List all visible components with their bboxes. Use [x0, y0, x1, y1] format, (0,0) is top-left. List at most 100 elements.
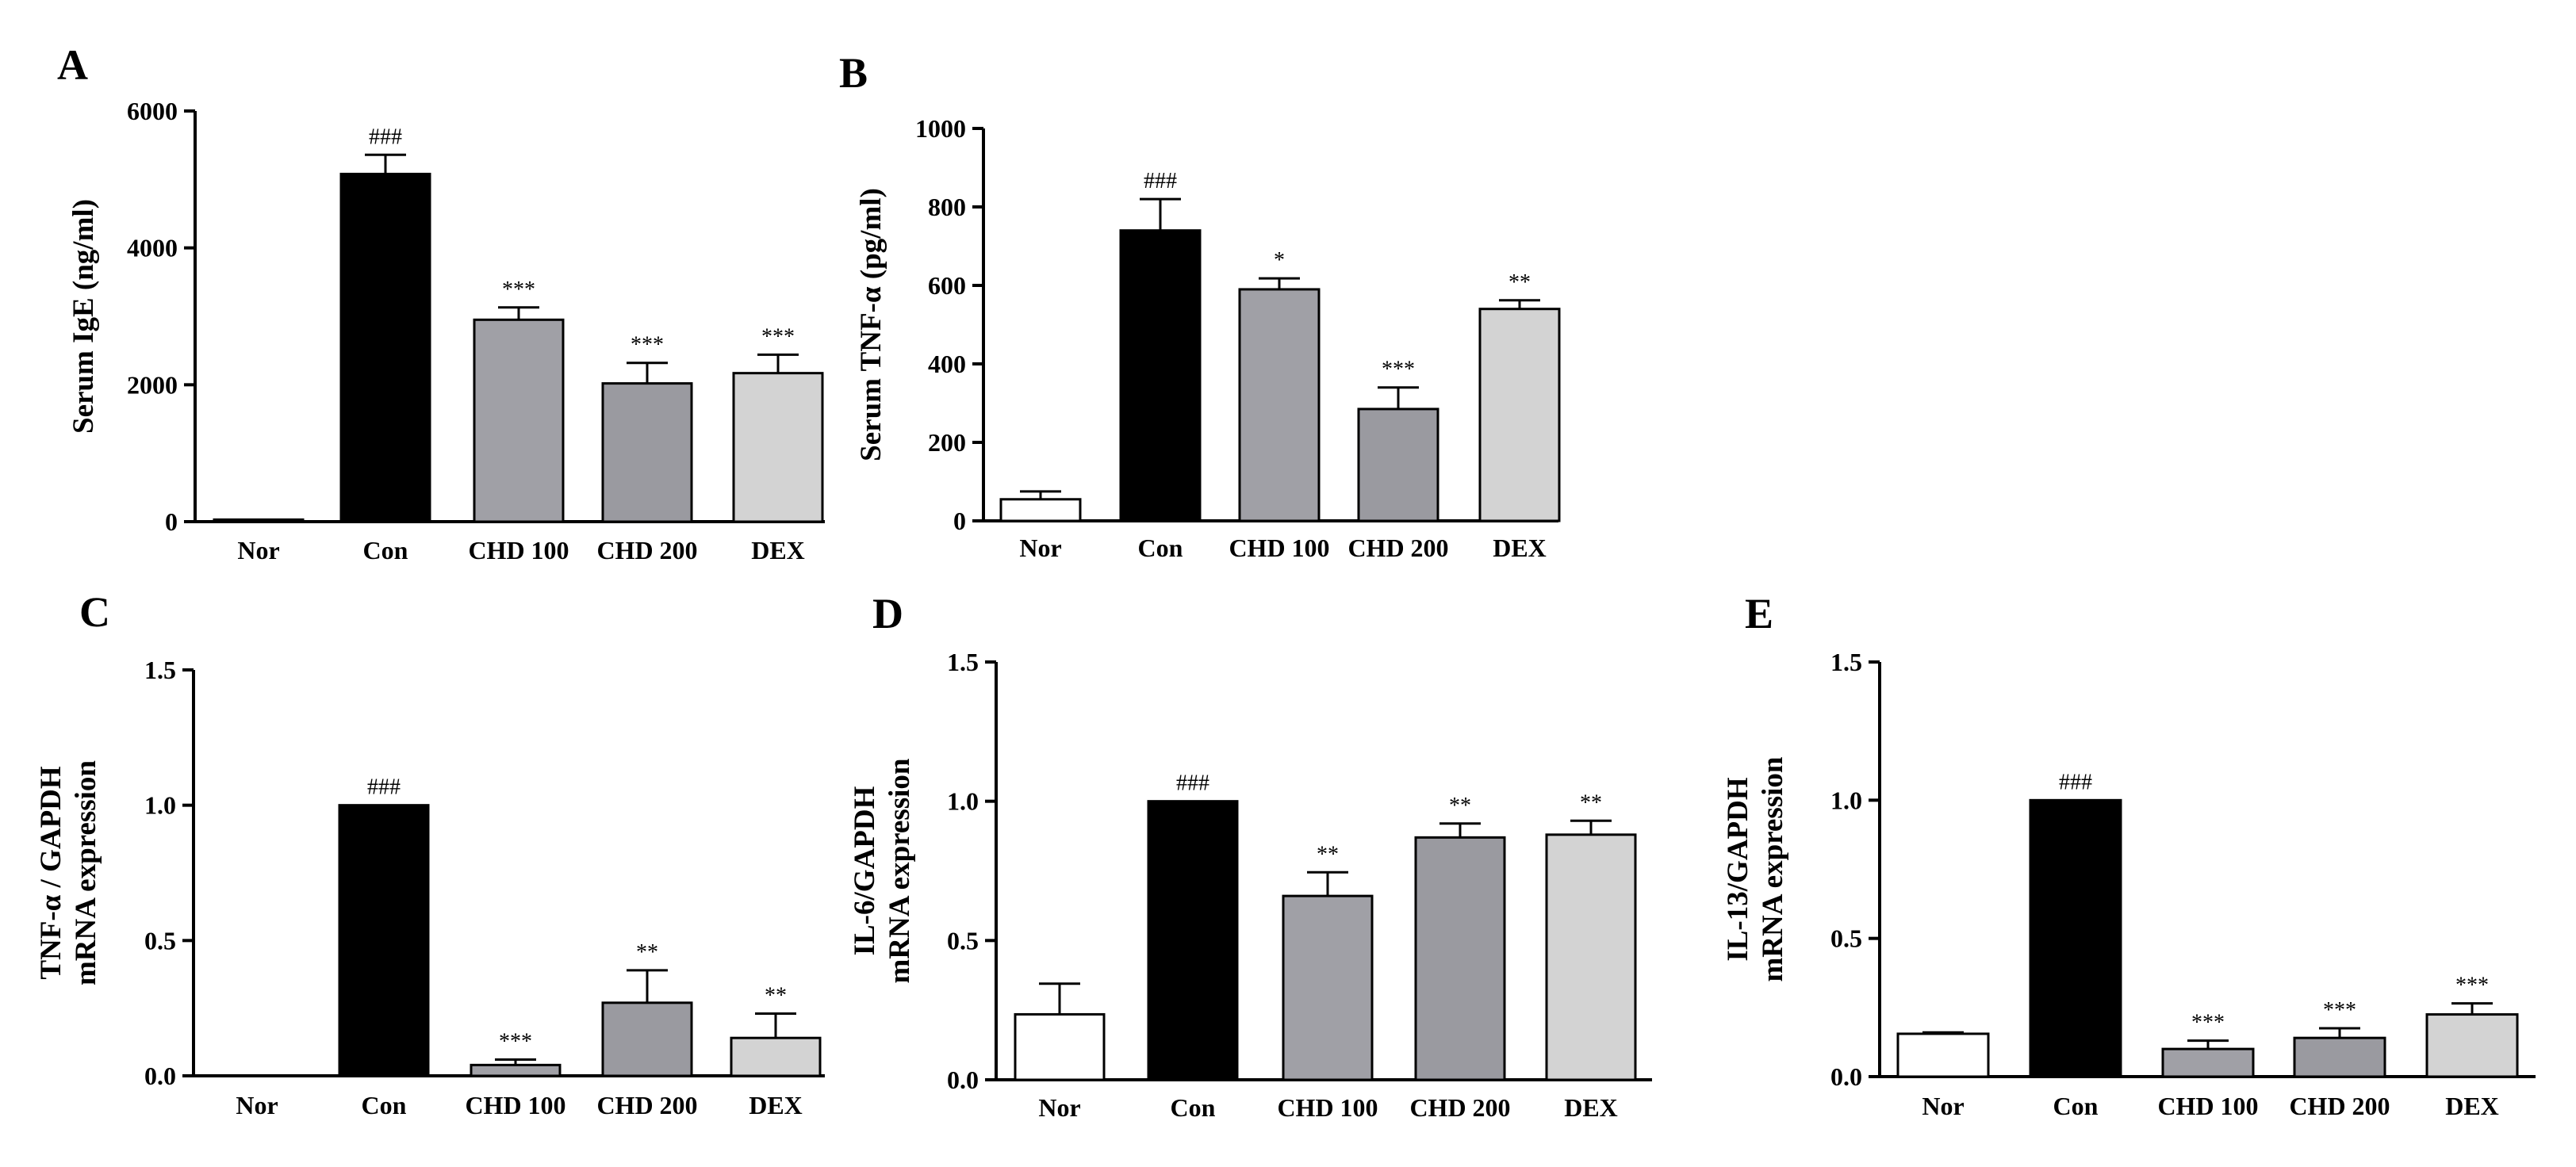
y-tick-label: 600: [928, 271, 966, 300]
chart-panel-b: B 0 200 400 600 800 1000 Serum TNF-α (pg/ml) Nor…: [839, 49, 1561, 562]
panel-letter: C: [79, 588, 110, 636]
bar-dex: [732, 372, 824, 523]
panel-letter: B: [839, 49, 868, 97]
bar-dex: [1478, 308, 1561, 522]
chart-panel-a: A 0 2000 4000 6000 Serum IgE (ng/ml) Nor ### Con…: [57, 41, 825, 564]
significance-marker: **: [636, 940, 658, 965]
significance-marker: ###: [1176, 771, 1209, 796]
bar-chd-200: [601, 1001, 693, 1077]
significance-marker: ***: [2455, 974, 2489, 998]
y-tick-label: 200: [928, 428, 966, 457]
y-tick-label: 400: [928, 350, 966, 378]
x-category-label: Nor: [1019, 534, 1061, 562]
bar-chd-100: [2161, 1047, 2255, 1078]
significance-marker: ***: [499, 1030, 532, 1054]
bar-nor: [999, 498, 1082, 522]
x-category-label: CHD 100: [468, 536, 569, 564]
y-tick-label: 0.0: [144, 1062, 176, 1090]
y-tick-label: 4000: [127, 234, 178, 262]
significance-marker: ###: [367, 775, 401, 800]
x-category-label: Con: [363, 536, 408, 564]
x-category-label: DEX: [1564, 1093, 1618, 1122]
y-tick-label: 1.5: [1830, 648, 1862, 676]
y-tick-label: 2000: [127, 370, 178, 399]
x-category-label: DEX: [749, 1091, 803, 1119]
x-category-label: DEX: [1493, 534, 1547, 562]
bar-dex: [1545, 833, 1637, 1081]
bar-con: [1147, 800, 1239, 1081]
bar-con: [2029, 798, 2122, 1078]
significance-marker: ***: [2191, 1011, 2225, 1035]
bar-nor: [213, 518, 305, 523]
x-category-label: CHD 100: [2157, 1092, 2258, 1120]
bar-chd-100: [473, 318, 565, 523]
x-category-label: DEX: [751, 536, 805, 564]
significance-marker: ***: [502, 277, 535, 302]
y-axis-label: Serum IgE (ng/ml): [67, 199, 100, 434]
y-axis-label: IL-13/GAPDHmRNA expression: [1722, 756, 1789, 981]
bar-chd-200: [601, 382, 693, 523]
y-tick-label: 0.0: [1830, 1062, 1862, 1091]
bar-chd-200: [2293, 1036, 2386, 1078]
y-tick-label: 0.0: [947, 1066, 979, 1094]
significance-marker: *: [1274, 248, 1285, 273]
y-tick-label: 6000: [127, 97, 178, 125]
bar-dex: [730, 1036, 822, 1077]
bar-chd-100: [470, 1063, 562, 1077]
significance-marker: ***: [761, 324, 795, 349]
x-category-label: Con: [1171, 1093, 1216, 1122]
significance-marker: ***: [2323, 998, 2356, 1023]
y-tick-label: 1.5: [947, 648, 979, 676]
panel-letter: E: [1745, 590, 1773, 637]
y-tick-label: 0: [165, 507, 178, 536]
y-tick-label: 1000: [915, 114, 966, 143]
chart-panel-c: C 0.0 0.5 1.0 1.5 TNF-α / GAPDHmRNA expressio…: [35, 588, 825, 1119]
y-tick-label: 0.5: [144, 926, 176, 955]
x-category-label: Con: [1138, 534, 1183, 562]
bar-chd-200: [1357, 407, 1439, 522]
bar-dex: [2425, 1013, 2519, 1078]
x-category-label: Nor: [1922, 1092, 1964, 1120]
x-category-label: CHD 200: [596, 1091, 697, 1119]
y-tick-label: 0: [953, 507, 966, 535]
y-axis-label: IL-6/GAPDHmRNA expression: [849, 758, 916, 983]
x-category-label: CHD 200: [1409, 1093, 1510, 1122]
y-tick-label: 1.0: [1830, 786, 1862, 814]
significance-marker: ###: [369, 124, 402, 149]
bar-nor: [1896, 1032, 1990, 1078]
chart-panel-d: D 0.0 0.5 1.0 1.5 IL-6/GAPDHmRNA expression No…: [849, 590, 1652, 1122]
x-category-label: CHD 100: [1277, 1093, 1378, 1122]
y-tick-label: 0.5: [947, 926, 979, 955]
significance-marker: **: [1508, 270, 1531, 295]
y-tick-label: 800: [928, 193, 966, 221]
bar-chd-100: [1238, 288, 1321, 522]
significance-marker: ###: [2059, 770, 2092, 794]
x-category-label: Nor: [1038, 1093, 1080, 1122]
chart-panel-e: E 0.0 0.5 1.0 1.5 IL-13/GAPDHmRNA expression N…: [1722, 590, 2536, 1120]
x-category-label: Con: [2053, 1092, 2099, 1120]
x-category-label: CHD 100: [1229, 534, 1329, 562]
x-category-label: CHD 100: [465, 1091, 565, 1119]
x-category-label: Nor: [236, 1091, 278, 1119]
y-tick-label: 1.0: [947, 787, 979, 816]
significance-marker: ***: [1382, 358, 1415, 382]
bar-con: [1119, 229, 1202, 522]
y-tick-label: 1.5: [144, 656, 176, 684]
x-category-label: CHD 200: [2289, 1092, 2390, 1120]
significance-marker: **: [1449, 794, 1471, 818]
panel-letter: D: [872, 590, 903, 637]
x-category-label: CHD 200: [1347, 534, 1448, 562]
x-category-label: DEX: [2445, 1092, 2499, 1120]
bar-con: [339, 172, 431, 523]
x-category-label: Nor: [237, 536, 279, 564]
significance-marker: **: [1580, 790, 1602, 815]
significance-marker: ###: [1144, 169, 1177, 193]
significance-marker: ***: [631, 333, 664, 358]
x-category-label: Con: [362, 1091, 407, 1119]
bar-chd-200: [1414, 836, 1506, 1081]
panel-letter: A: [57, 41, 88, 89]
bar-con: [338, 804, 430, 1077]
significance-marker: **: [765, 983, 787, 1008]
y-axis-label: Serum TNF-α (pg/ml): [855, 188, 887, 461]
